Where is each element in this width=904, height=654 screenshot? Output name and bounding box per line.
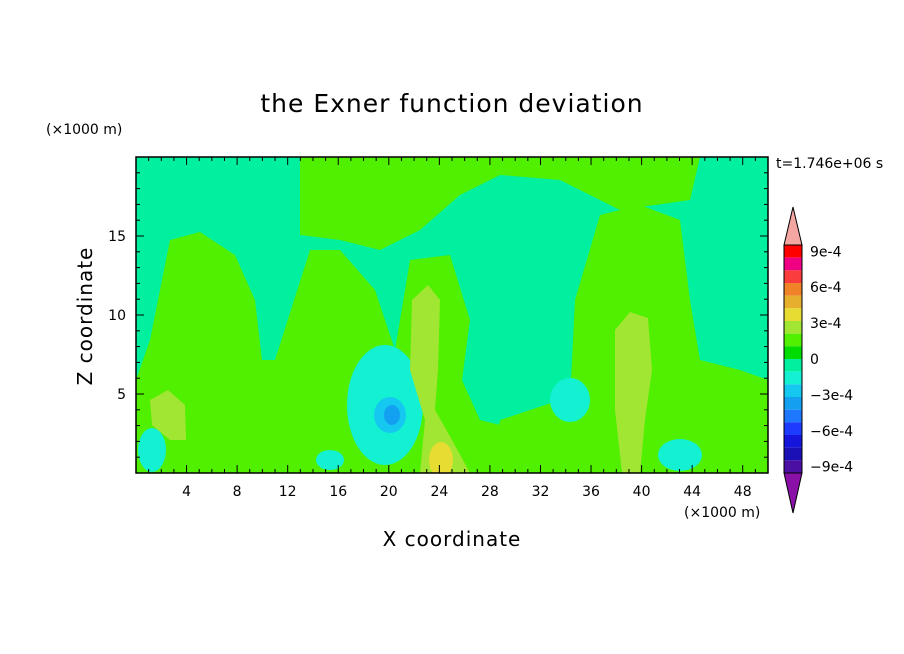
contour-region-green-top [300, 157, 700, 250]
x-tick-label: 16 [329, 484, 347, 500]
contour-region-yellowgreen-left [150, 390, 186, 440]
contour-region-blue-inner [384, 405, 400, 425]
colorbar-swatch [784, 308, 802, 321]
contour-region-yellowgreen-right [615, 312, 652, 473]
y-axis: 5 10 15 [108, 156, 768, 474]
colorbar-label: −6e-4 [810, 424, 853, 440]
contour-region-cyan-small [316, 450, 344, 470]
colorbar-over-triangle [783, 206, 803, 246]
colorbar-swatch [784, 371, 802, 385]
colorbar-swatch [784, 295, 802, 309]
colorbar: 9e-4 6e-4 3e-4 0 −3e-4 −6e-4 −9e-4 [783, 206, 853, 514]
colorbar-label: 9e-4 [810, 244, 842, 260]
x-tick-label: 32 [532, 484, 550, 500]
y-unit-label: (×1000 m) [46, 122, 122, 138]
x-tick-label: 28 [481, 484, 499, 500]
x-tick-label: 24 [430, 484, 448, 500]
x-tick-label: 44 [683, 484, 701, 500]
chart-title: the Exner function deviation [260, 89, 643, 118]
x-tick-label: 12 [279, 484, 297, 500]
colorbar-swatch [784, 384, 802, 397]
colorbar-swatch [784, 346, 802, 359]
x-tick-label: 4 [182, 484, 191, 500]
colorbar-swatch [784, 359, 802, 372]
colorbar-swatch [784, 422, 802, 435]
colorbar-label: 3e-4 [810, 316, 842, 332]
y-axis-label: Z coordinate [73, 247, 97, 386]
colorbar-under-triangle [783, 472, 803, 514]
y-tick-label: 10 [108, 308, 126, 324]
x-tick-label: 20 [380, 484, 398, 500]
contour-region-yellowgreen-center [410, 285, 470, 473]
colorbar-swatch [784, 257, 802, 271]
colorbar-swatch [784, 333, 802, 347]
x-tick-label: 36 [582, 484, 600, 500]
y-tick-label: 15 [108, 229, 126, 245]
contour-region-green-bottom [490, 400, 620, 473]
contour-region-cyan-low-left [138, 428, 166, 472]
time-label: t=1.746e+06 s [776, 156, 883, 172]
plot-area [136, 157, 768, 473]
colorbar-swatch [784, 321, 802, 334]
colorbar-swatch [784, 397, 802, 410]
y-tick-label: 5 [117, 387, 126, 403]
colorbar-label: −3e-4 [810, 388, 853, 404]
contour-region-cyan-low-right [658, 439, 702, 471]
x-unit-label: (×1000 m) [684, 505, 760, 521]
colorbar-swatch [784, 283, 802, 296]
colorbar-swatch [784, 435, 802, 448]
colorbar-swatch [784, 409, 802, 423]
contour-region-yellow-max [429, 442, 453, 473]
colorbar-label: 0 [810, 352, 819, 368]
x-tick-label: 8 [233, 484, 242, 500]
x-axis-label: X coordinate [383, 527, 522, 551]
contour-region-cyan-right [550, 378, 590, 422]
colorbar-label: −9e-4 [810, 460, 853, 476]
x-tick-label: 40 [633, 484, 651, 500]
colorbar-swatch [784, 460, 802, 473]
colorbar-swatch [784, 447, 802, 461]
colorbar-swatch [784, 270, 802, 283]
x-tick-label: 48 [734, 484, 752, 500]
colorbar-label: 6e-4 [810, 280, 842, 296]
x-axis: 4 8 12 16 20 24 28 32 36 40 44 48 [135, 157, 769, 500]
colorbar-swatch [784, 245, 802, 258]
